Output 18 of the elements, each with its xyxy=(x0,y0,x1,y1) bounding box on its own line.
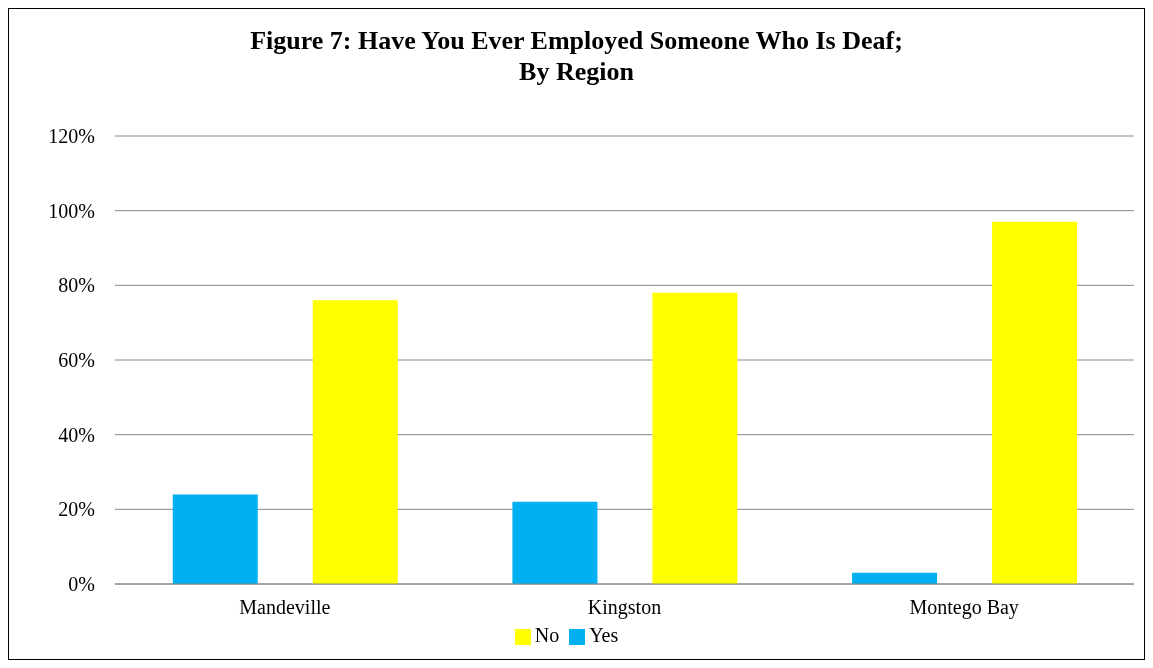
y-tick-label: 120% xyxy=(48,125,95,148)
y-tick-label: 100% xyxy=(48,199,95,222)
y-tick-label: 20% xyxy=(58,498,95,521)
legend-label: No xyxy=(534,624,560,646)
bar xyxy=(992,221,1078,584)
y-tick-label: 60% xyxy=(58,349,95,372)
y-tick-label: 40% xyxy=(58,423,95,446)
bar xyxy=(312,300,398,584)
bar xyxy=(652,292,738,584)
legend-label: Yes xyxy=(589,624,619,646)
x-tick-label: Mandeville xyxy=(239,596,331,619)
x-tick-label: Kingston xyxy=(587,596,662,620)
bar xyxy=(512,501,598,584)
x-tick-label: Montego Bay xyxy=(909,596,1019,620)
chart-title: Figure 7: Have You Ever Employed Someone Who Is Deaf; By Region xyxy=(249,25,904,88)
bar xyxy=(172,494,258,584)
y-tick-label: 80% xyxy=(58,274,95,297)
y-tick-label: 0% xyxy=(68,573,95,596)
